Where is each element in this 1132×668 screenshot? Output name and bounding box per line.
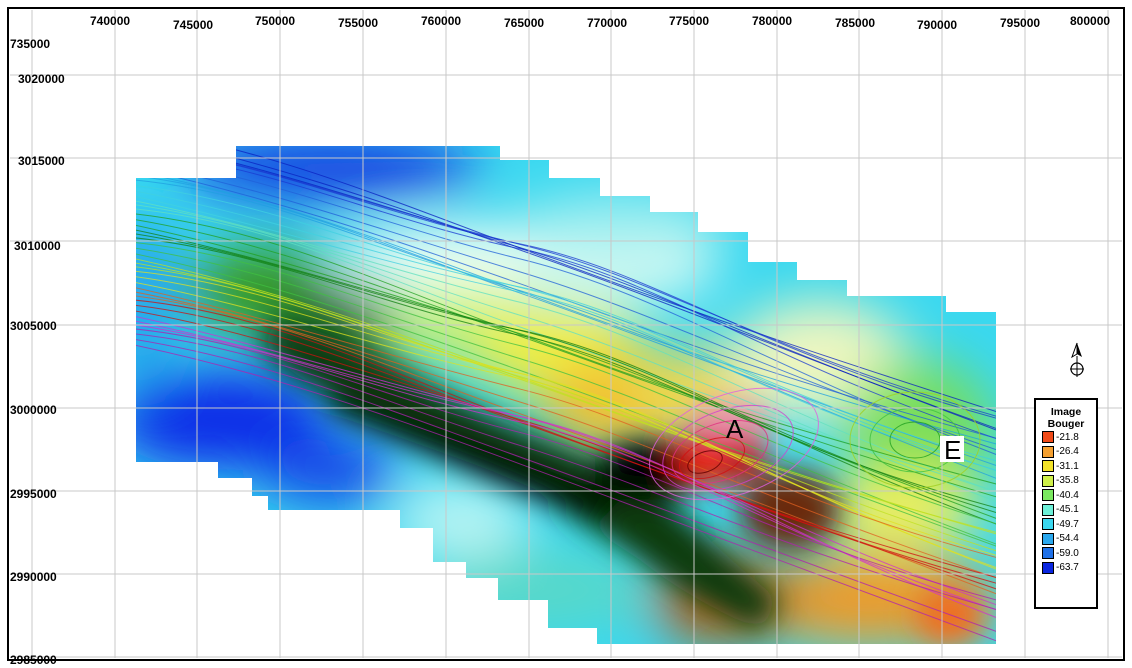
- contour-line: [136, 240, 996, 529]
- x-tick-label: 795000: [1000, 16, 1040, 30]
- x-tick-label: 755000: [338, 16, 378, 30]
- contour-line: [662, 404, 794, 492]
- y-tick-label: 3010000: [14, 239, 61, 253]
- contour-line: [136, 178, 996, 485]
- north-arrow-icon: [1070, 342, 1084, 377]
- y-tick-labels: 735000 3020000 3015000 3010000 3005000 3…: [10, 37, 65, 667]
- contour-line: [136, 245, 996, 550]
- y-tick-label: 2995000: [10, 487, 57, 501]
- legend-value: -21.8: [1056, 431, 1079, 443]
- legend-swatch: [1042, 460, 1054, 473]
- legend-value: -40.4: [1056, 489, 1079, 501]
- legend-entry: -49.7: [1036, 517, 1096, 532]
- legend-swatch: [1042, 547, 1054, 560]
- y-tick-label: 2990000: [10, 570, 57, 584]
- legend-value: -59.0: [1056, 547, 1079, 559]
- anomaly-label-a: A: [726, 414, 744, 444]
- x-tick-label: 740000: [90, 14, 130, 28]
- contour-line: [136, 264, 996, 556]
- x-tick-label: 785000: [835, 16, 875, 30]
- contour-line: [136, 207, 996, 497]
- contour-line: [136, 146, 996, 434]
- x-tick-label: 790000: [917, 18, 957, 32]
- legend-title-line1: Image: [1050, 406, 1082, 418]
- y-tick-label: 2985000: [10, 653, 57, 667]
- legend-entry: -40.4: [1036, 488, 1096, 503]
- x-tick-label: 780000: [752, 14, 792, 28]
- legend-entry: -59.0: [1036, 546, 1096, 561]
- legend-swatch: [1042, 474, 1054, 487]
- legend-value: -26.4: [1056, 446, 1079, 458]
- contour-line: [136, 283, 996, 562]
- y-tick-label: 3000000: [10, 403, 57, 417]
- coordinate-grid: [10, 10, 1122, 658]
- legend-entry: -35.8: [1036, 474, 1096, 489]
- contour-line: [678, 436, 746, 480]
- x-tick-label: 760000: [421, 14, 461, 28]
- anomaly-label-e-box: [940, 436, 964, 462]
- contour-line: [687, 450, 723, 474]
- y-tick-label: 735000: [10, 37, 50, 51]
- contour-line: [136, 331, 996, 614]
- legend-value: -63.7: [1056, 562, 1079, 574]
- contour-line: [849, 391, 981, 489]
- legend-value: -45.1: [1056, 504, 1079, 516]
- x-tick-labels: 740000 745000 750000 755000 760000 76500…: [90, 14, 1110, 32]
- legend-value: -49.7: [1056, 518, 1079, 530]
- contour-line: [136, 163, 996, 443]
- legend-entry: -45.1: [1036, 503, 1096, 518]
- y-tick-label: 3020000: [18, 72, 65, 86]
- contour-line: [136, 216, 996, 502]
- legend: Image Bouger -21.8 -26.4 -31.1 -35.8 -40.4 -4…: [1034, 398, 1098, 609]
- legend-swatch: [1042, 561, 1054, 574]
- legend-swatch: [1042, 445, 1054, 458]
- bouguer-anomaly-image: [136, 146, 996, 644]
- legend-entry: -31.1: [1036, 459, 1096, 474]
- x-tick-label: 745000: [173, 18, 213, 32]
- contour-line: [136, 288, 996, 583]
- contour-line: [136, 307, 996, 588]
- legend-swatch: [1042, 518, 1054, 531]
- contour-line: [671, 420, 769, 484]
- x-tick-label: 750000: [255, 14, 295, 28]
- x-tick-label: 770000: [587, 16, 627, 30]
- y-tick-label: 3015000: [18, 154, 65, 168]
- legend-entry: -21.8: [1036, 430, 1096, 445]
- legend-title-line2: Bouger: [1047, 418, 1085, 430]
- legend-swatch: [1042, 503, 1054, 516]
- legend-entry: -63.7: [1036, 561, 1096, 576]
- legend-entry: -54.4: [1036, 532, 1096, 547]
- x-tick-label: 775000: [669, 14, 709, 28]
- legend-value: -35.8: [1056, 475, 1079, 487]
- contour-line: [136, 255, 996, 539]
- legend-entries: -21.8 -26.4 -31.1 -35.8 -40.4 -45.1 -49.7 -54.4…: [1036, 430, 1096, 575]
- anomaly-label-e: E: [944, 435, 961, 465]
- x-tick-label: 765000: [504, 16, 544, 30]
- contour-line: [136, 336, 996, 637]
- legend-swatch: [1042, 489, 1054, 502]
- legend-swatch: [1042, 532, 1054, 545]
- contour-line: [136, 173, 996, 471]
- legend-title: Image Bouger: [1036, 406, 1096, 430]
- contour-line: [136, 327, 996, 605]
- map-frame: [7, 7, 1125, 661]
- legend-value: -54.4: [1056, 533, 1079, 545]
- x-tick-label: 800000: [1070, 14, 1110, 28]
- contour-line: [136, 159, 996, 455]
- legend-value: -31.1: [1056, 460, 1079, 472]
- legend-swatch: [1042, 431, 1054, 444]
- legend-entry: -26.4: [1036, 445, 1096, 460]
- contour-line: [136, 211, 996, 489]
- y-tick-label: 3005000: [10, 319, 57, 333]
